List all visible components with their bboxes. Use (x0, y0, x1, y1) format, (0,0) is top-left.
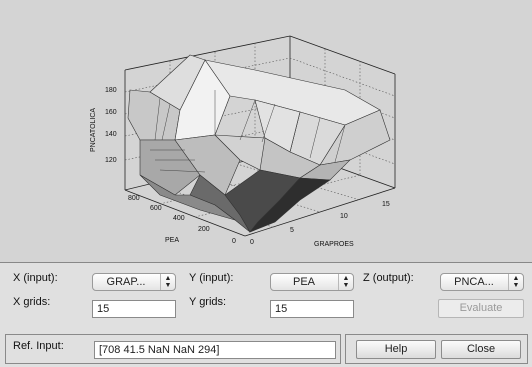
help-button[interactable]: Help (356, 340, 436, 359)
close-button[interactable]: Close (441, 340, 521, 359)
x-tick-label: 0 (250, 239, 254, 246)
z-tick-label: 140 (105, 131, 117, 138)
y-input-popup[interactable]: PEA ▲ ▼ (270, 273, 354, 291)
z-output-value: PNCA... (454, 276, 494, 288)
x-input-popup[interactable]: GRAP... ▲ ▼ (92, 273, 176, 291)
y-tick-label: 600 (150, 205, 162, 212)
y-tick-label: 800 (128, 195, 140, 202)
y-axis-label: PEA (165, 237, 179, 244)
x-axis-label: GRAPROES (314, 241, 354, 248)
surface-mesh (127, 54, 391, 233)
y-grids-label: Y grids: (189, 296, 227, 308)
z-tick-label: 160 (105, 109, 117, 116)
y-tick-label: 0 (232, 238, 236, 245)
surface-plot: 180 160 140 120 PNCATOLICA 800 600 400 2… (90, 35, 396, 248)
x-input-value: GRAP... (106, 276, 146, 288)
y-axis: 800 600 400 200 0 PEA (128, 195, 236, 245)
z-tick-label: 120 (105, 157, 117, 164)
controls-panel: X (input): GRAP... ▲ ▼ Y (input): PEA ▲ ▼ … (0, 263, 532, 367)
ref-input-label: Ref. Input: (13, 340, 64, 352)
up-down-arrows-icon: ▲ ▼ (160, 274, 175, 290)
y-input-value: PEA (292, 276, 315, 288)
ref-input-field[interactable]: [708 41.5 NaN NaN 294] (94, 341, 336, 359)
x-input-label: X (input): (13, 272, 58, 284)
z-output-popup[interactable]: PNCA... ▲ ▼ (440, 273, 524, 291)
z-axis-label: PNCATOLICA (90, 108, 97, 152)
x-axis: 0 5 10 15 GRAPROES (250, 201, 390, 248)
z-axis: 180 160 140 120 PNCATOLICA (90, 87, 117, 164)
up-down-arrows-icon: ▲ ▼ (508, 274, 523, 290)
surface-plot-area: 180 160 140 120 PNCATOLICA 800 600 400 2… (0, 0, 532, 262)
y-tick-label: 400 (173, 215, 185, 222)
x-tick-label: 10 (340, 213, 348, 220)
x-tick-label: 5 (290, 227, 294, 234)
y-grids-field[interactable]: 15 (270, 300, 354, 318)
up-down-arrows-icon: ▲ ▼ (338, 274, 353, 290)
ref-input-frame: Ref. Input: [708 41.5 NaN NaN 294] (5, 334, 341, 364)
divider (0, 262, 532, 263)
x-grids-field[interactable]: 15 (92, 300, 176, 318)
action-buttons-frame: Help Close (345, 334, 528, 364)
y-input-label: Y (input): (189, 272, 234, 284)
z-output-label: Z (output): (363, 272, 414, 284)
z-tick-labels: 180 160 140 120 (105, 87, 117, 164)
evaluate-button[interactable]: Evaluate (438, 299, 524, 318)
z-tick-label: 180 (105, 87, 117, 94)
y-tick-label: 200 (198, 226, 210, 233)
x-grids-label: X grids: (13, 296, 51, 308)
x-tick-label: 15 (382, 201, 390, 208)
